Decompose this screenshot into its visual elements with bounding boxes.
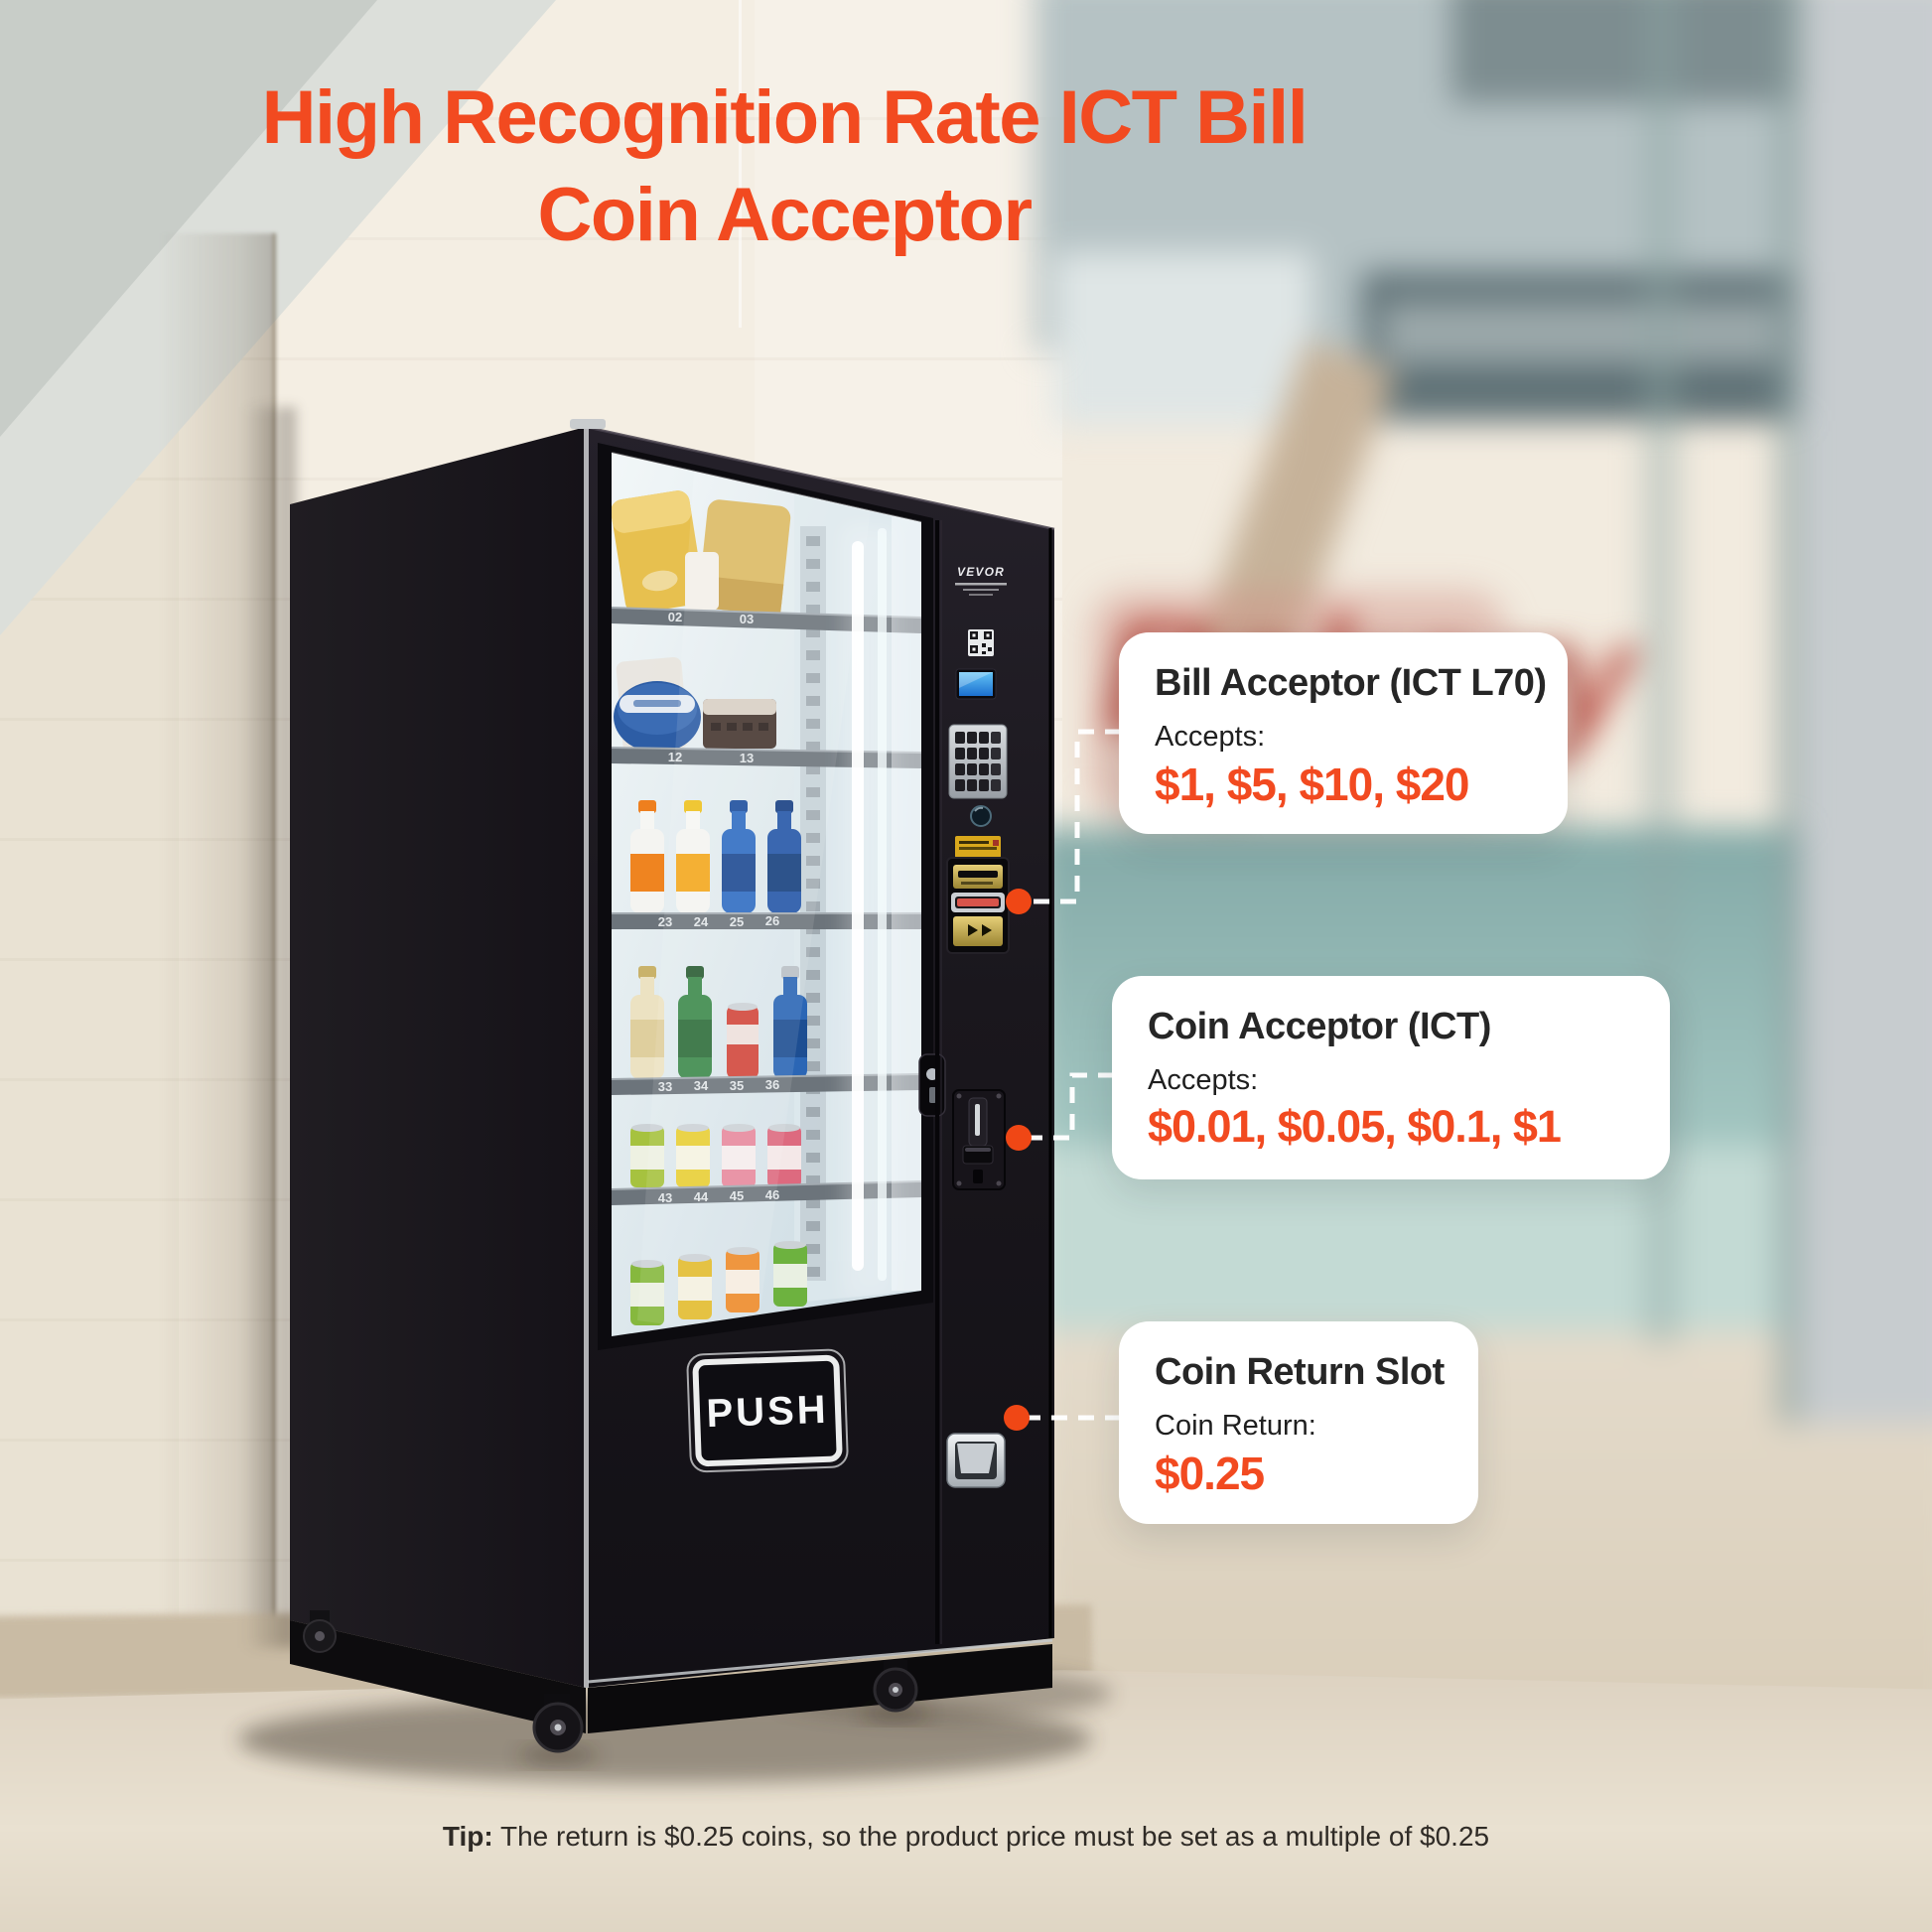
callout-subtitle: Accepts: <box>1148 1064 1259 1096</box>
brand-logo-text: VEVOR <box>957 565 1005 579</box>
pillar-corner-line <box>272 233 276 1643</box>
push-sign-label: PUSH <box>706 1388 830 1436</box>
pillar-shading <box>159 233 276 1653</box>
shelf-slot-label: 36 <box>765 1077 779 1092</box>
caster-wheel-front-left <box>518 1694 598 1763</box>
shelf-slot-label: 24 <box>694 914 709 929</box>
shelf-slot-label: 43 <box>658 1190 672 1205</box>
door-hinge <box>570 419 606 429</box>
callout-value: $1, $5, $10, $20 <box>1155 759 1470 810</box>
keypad <box>948 724 1008 799</box>
push-sign: PUSH <box>686 1348 849 1473</box>
shelf-slot-label: 02 <box>668 610 682 624</box>
shelf-slot-label: 34 <box>694 1078 709 1093</box>
product-bottle-row4 <box>630 966 807 1079</box>
callout-title: Coin Return Slot <box>1155 1351 1445 1393</box>
connector-dot-coin-return <box>1004 1405 1030 1431</box>
display-screen <box>955 668 997 700</box>
glass-top-highlight <box>611 452 922 523</box>
callout-value: $0.25 <box>1155 1448 1265 1499</box>
machine-wall-shadow <box>244 407 296 1648</box>
side-kick-panel <box>290 1620 586 1733</box>
callout-value: $0.01, $0.05, $0.1, $1 <box>1148 1101 1562 1152</box>
shelf-slot-label: 46 <box>765 1187 779 1202</box>
front-kick-panel <box>588 1644 1052 1733</box>
caster-wheel-rear <box>303 1610 337 1653</box>
product-can-row6 <box>630 1241 807 1325</box>
shelf-slot-label: 26 <box>765 913 779 928</box>
lock-button <box>970 805 992 827</box>
product-cookie-tin <box>614 681 701 753</box>
connector-dot-bill-acceptor <box>1006 889 1032 914</box>
product-cup <box>685 552 719 610</box>
qr-code <box>968 629 994 656</box>
led-tube-1 <box>852 541 864 1271</box>
caster-wheel-front-right <box>862 1660 929 1721</box>
led-tube-2 <box>878 528 887 1281</box>
connector-dot-coin-acceptor <box>1006 1125 1032 1151</box>
coin-acceptor <box>952 1089 1006 1190</box>
shelf-slot-label: 35 <box>730 1078 744 1093</box>
door-hinge-strip <box>584 427 589 1688</box>
product-snack-bag-1 <box>612 490 705 614</box>
connector-coin-acceptor <box>1028 1072 1114 1141</box>
door-bottom-trim <box>587 1638 1053 1684</box>
shelf-slot-label: 12 <box>668 750 682 764</box>
shelf-slot-label: 13 <box>740 751 754 765</box>
product-chocolate-bar <box>703 699 776 749</box>
callout-subtitle: Accepts: <box>1155 721 1266 753</box>
machine-top-edge <box>585 425 1055 531</box>
shelf-slot-label: 44 <box>694 1189 709 1204</box>
callout-title: Coin Acceptor (ICT) <box>1148 1006 1491 1047</box>
storefront-pillar-edge <box>1777 0 1803 1424</box>
storefront-white-sign <box>1054 252 1312 426</box>
glass-reflection <box>637 453 874 1336</box>
callout-subtitle: Coin Return: <box>1155 1410 1316 1442</box>
product-snack-bag-2 <box>697 499 791 617</box>
shelf-slot-label: 25 <box>730 914 744 929</box>
coin-return-slot <box>946 1433 1006 1488</box>
page-title: High Recognition Rate ICT Bill Coin Acce… <box>0 69 1569 264</box>
callout-card-coin-return: Coin Return Slot Coin Return: $0.25 <box>1119 1321 1478 1524</box>
page-title-line1: High Recognition Rate ICT Bill <box>261 75 1309 160</box>
tip-note: Tip: The return is $0.25 coins, so the p… <box>0 1821 1932 1853</box>
shelf-slot-label: 33 <box>658 1079 672 1094</box>
tip-text: The return is $0.25 coins, so the produc… <box>500 1821 1490 1852</box>
callout-card-bill-acceptor: Bill Acceptor (ICT L70) Accepts: $1, $5,… <box>1119 632 1568 834</box>
page-title-line2: Coin Acceptor <box>537 173 1033 257</box>
connector-bill-acceptor <box>1028 729 1121 904</box>
storefront-pillar <box>1801 0 1932 1424</box>
tip-label: Tip: <box>442 1821 493 1852</box>
machine-side-panel <box>290 427 586 1688</box>
product-bottle-row3 <box>630 800 801 913</box>
product-can-row5 <box>630 1124 801 1187</box>
shelf-slot-label: 23 <box>658 914 672 929</box>
shelf-slot-label: 45 <box>730 1188 744 1203</box>
callout-card-coin-acceptor: Coin Acceptor (ICT) Accepts: $0.01, $0.0… <box>1112 976 1670 1179</box>
shelf-slot-label: 03 <box>740 612 754 626</box>
brand-logo: VEVOR <box>955 565 1007 596</box>
callout-title: Bill Acceptor (ICT L70) <box>1155 662 1547 704</box>
warning-label <box>955 836 1001 858</box>
glass-reflection-edge <box>892 516 921 1291</box>
wall-corner-edge <box>739 0 742 328</box>
glass-interior: 02 03 12 13 23 24 25 26 33 34 35 36 43 4… <box>612 453 921 1336</box>
storefront-sign-letters <box>1382 302 1779 363</box>
